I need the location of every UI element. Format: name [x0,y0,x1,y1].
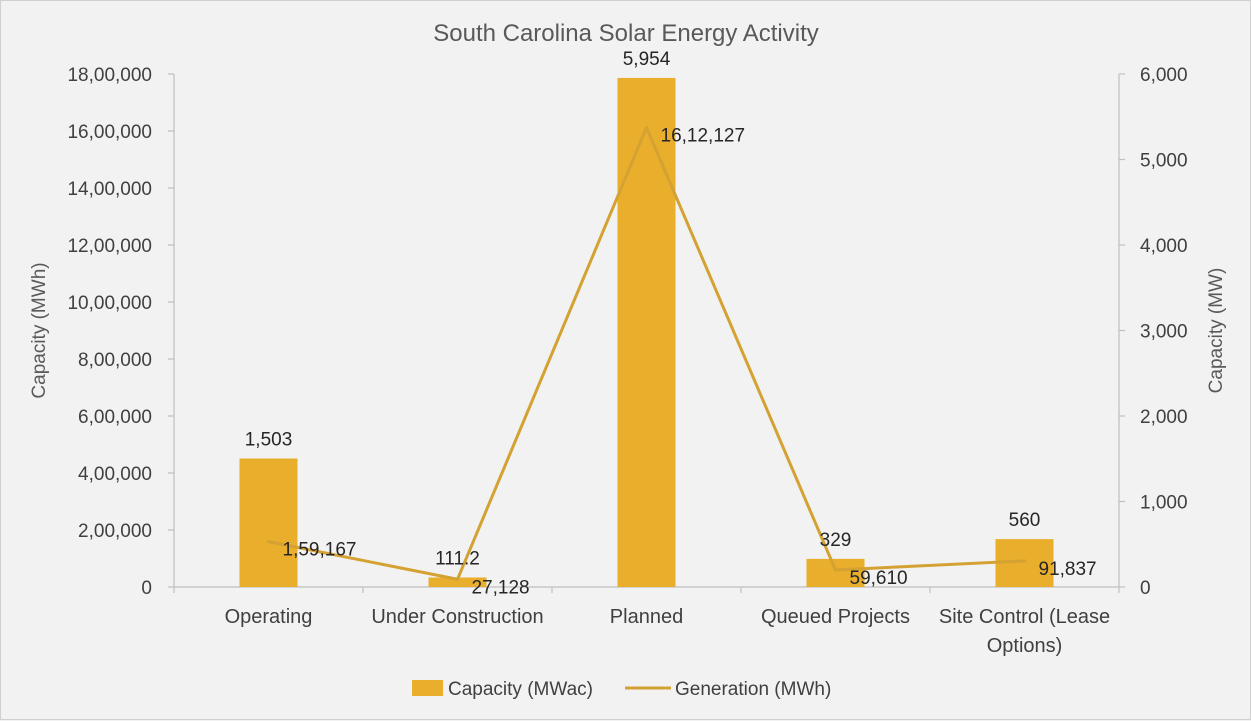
legend-label-capacity: Capacity (MWac) [448,679,593,700]
left-tick-label: 10,00,000 [67,293,152,314]
left-tick-label: 16,00,000 [67,122,152,143]
capacity-data-label: 560 [1009,510,1041,531]
right-axis-title: Capacity (MW) [1206,268,1227,394]
left-tick-label: 2,00,000 [78,521,152,542]
left-tick-label: 0 [141,578,152,599]
left-axis-title: Capacity (MWh) [29,262,50,398]
capacity-data-label: 329 [820,530,852,551]
generation-data-label: 91,837 [1039,559,1097,580]
right-tick-label: 5,000 [1140,151,1188,172]
generation-point [456,577,459,581]
left-tick-label: 8,00,000 [78,350,152,371]
right-tick-label: 4,000 [1140,236,1188,257]
right-tick-label: 3,000 [1140,322,1188,343]
left-tick-label: 18,00,000 [67,65,152,86]
capacity-data-label: 111.2 [435,548,480,569]
right-tick-label: 6,000 [1140,65,1188,86]
generation-point [645,126,648,130]
plot-area: 0 2,00,000 4,00,000 6,00,000 8,00,000 10,00,0… [29,49,1227,657]
capacity-data-label: 1,503 [245,429,293,450]
right-tick-label: 0 [1140,578,1151,599]
capacity-data-label: 5,954 [623,49,671,70]
generation-data-label: 1,59,167 [283,540,357,561]
generation-data-label: 16,12,127 [661,126,746,147]
left-tick-label: 6,00,000 [78,407,152,428]
generation-data-label: 59,610 [850,568,908,589]
generation-point [267,540,270,544]
capacity-bar [239,458,298,587]
legend-label-generation: Generation (MWh) [675,679,831,700]
category-label: Site Control (Lease [939,606,1110,628]
category-label: Under Construction [371,606,543,628]
generation-point [1023,559,1026,563]
left-tick-label: 14,00,000 [67,179,152,200]
capacity-bar [617,77,676,588]
capacity-bar [806,558,865,587]
category-label: Operating [225,606,313,628]
category-label: Options) [987,635,1063,657]
capacity-bar [428,577,487,587]
legend: Capacity (MWac) Generation (MWh) [412,679,831,700]
category-label: Planned [610,606,683,628]
chart-title: South Carolina Solar Energy Activity [433,20,819,47]
right-tick-label: 1,000 [1140,493,1188,514]
generation-point [834,568,837,572]
generation-data-label: 27,128 [472,577,530,598]
right-tick-label: 2,000 [1140,407,1188,428]
left-tick-label: 12,00,000 [67,236,152,257]
legend-swatch-capacity [412,680,443,696]
left-tick-label: 4,00,000 [78,464,152,485]
category-label: Queued Projects [761,606,910,628]
